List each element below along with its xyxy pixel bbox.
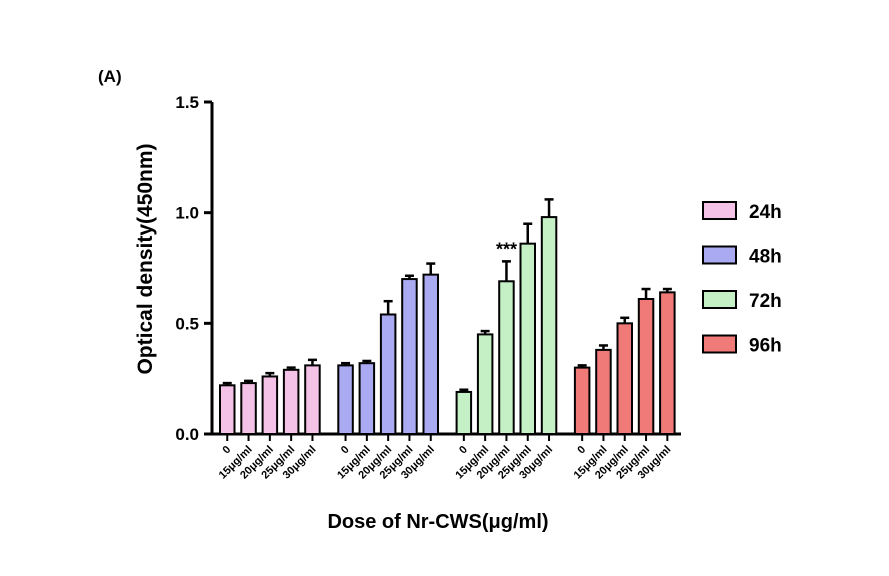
legend-label: 96h (749, 336, 782, 357)
bar (540, 216, 558, 435)
legend: 24h 48h 72h 96h (702, 201, 782, 357)
x-tick-label: 0 (457, 444, 470, 457)
x-tick-label: 0 (339, 444, 352, 457)
bar (261, 375, 279, 436)
legend-swatch (702, 201, 737, 220)
bar (476, 333, 494, 435)
legend-label: 72h (749, 291, 782, 312)
bar (659, 291, 676, 436)
bar (337, 364, 354, 435)
bar (304, 364, 321, 435)
plot-area: 0.00.51.01.5015μg/ml20μg/ml25μg/ml30μg/m… (175, 93, 681, 482)
bar (401, 278, 418, 436)
bar (455, 390, 473, 435)
bar (498, 280, 515, 435)
bar (358, 362, 376, 436)
y-axis-label: Optical density(450nm) (134, 143, 157, 374)
bar (422, 273, 439, 436)
x-tick-label: 0 (575, 444, 588, 457)
significance-marker: *** (496, 239, 517, 259)
legend-label: 48h (749, 247, 782, 268)
bar (616, 322, 633, 436)
bar (219, 384, 236, 436)
bar (573, 366, 591, 436)
y-tick-label: 0.5 (175, 314, 199, 333)
x-axis-label: Dose of Nr-CWS(μg/ml) (327, 511, 548, 533)
bar (240, 382, 257, 435)
bar (379, 313, 397, 436)
x-tick-label: 0 (221, 444, 234, 457)
legend-swatch (702, 245, 737, 265)
bar (282, 368, 300, 435)
y-tick-label: 1.5 (175, 93, 199, 112)
y-tick-label: 0.0 (175, 425, 199, 444)
bar (595, 348, 612, 436)
legend-swatch (702, 334, 737, 354)
bar (637, 297, 655, 435)
y-tick-label: 1.0 (175, 204, 199, 223)
panel-label: (A) (98, 67, 122, 86)
legend-label: 24h (749, 202, 782, 223)
bar (519, 242, 536, 435)
legend-swatch (702, 290, 737, 309)
